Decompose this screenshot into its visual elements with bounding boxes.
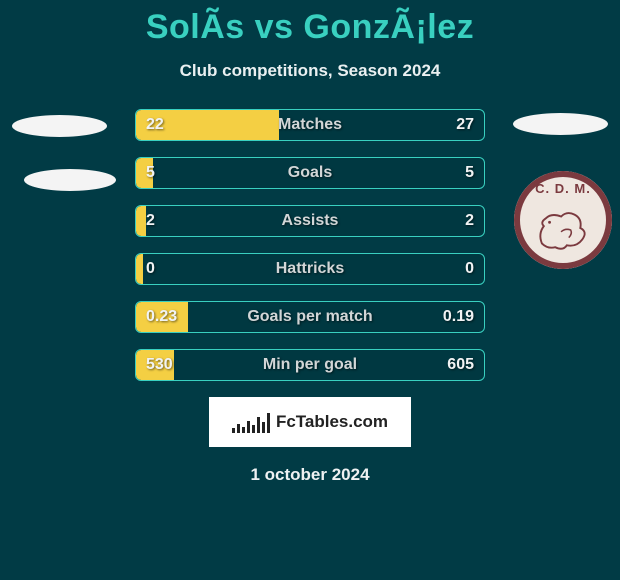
stat-label: Min per goal: [136, 350, 484, 380]
club-crest: C. D. M.: [514, 171, 612, 269]
stat-value-right: 27: [456, 110, 474, 140]
left-badge-shape-1: [12, 115, 107, 137]
stat-label: Goals per match: [136, 302, 484, 332]
brand-bar: [232, 428, 235, 433]
left-badge-shape-2: [24, 169, 116, 191]
stat-value-right: 0.19: [443, 302, 474, 332]
stat-value-right: 5: [465, 158, 474, 188]
stat-label: Goals: [136, 158, 484, 188]
stat-label: Matches: [136, 110, 484, 140]
brand-text: FcTables.com: [276, 412, 388, 432]
comparison-content: C. D. M. 22Matches27 5Goals5 2Assists2 0Hat…: [0, 109, 620, 381]
brand-badge: FcTables.com: [209, 397, 411, 447]
stat-value-right: 605: [447, 350, 474, 380]
crest-letters: C. D. M.: [514, 181, 612, 196]
brand-bar: [257, 417, 260, 433]
brand-bar: [267, 413, 270, 433]
stat-value-right: 2: [465, 206, 474, 236]
date-text: 1 october 2024: [0, 465, 620, 485]
page-title: SolÃ­s vs GonzÃ¡lez: [0, 8, 620, 47]
stat-value-right: 0: [465, 254, 474, 284]
subtitle: Club competitions, Season 2024: [0, 61, 620, 81]
brand-bars-icon: [232, 411, 270, 433]
stat-row: 5Goals5: [135, 157, 485, 189]
crest-bird-icon: [534, 205, 592, 253]
brand-bar: [252, 425, 255, 433]
brand-bar: [247, 421, 250, 433]
stat-row: 22Matches27: [135, 109, 485, 141]
stat-label: Assists: [136, 206, 484, 236]
right-badge-shape-1: [513, 113, 608, 135]
brand-bar: [242, 427, 245, 433]
stat-label: Hattricks: [136, 254, 484, 284]
stat-row: 2Assists2: [135, 205, 485, 237]
stat-row: 530Min per goal605: [135, 349, 485, 381]
stat-row: 0Hattricks0: [135, 253, 485, 285]
brand-bar: [237, 424, 240, 433]
brand-bar: [262, 422, 265, 433]
stat-bars-container: 22Matches27 5Goals5 2Assists2 0Hattricks0 0.…: [135, 109, 485, 381]
stat-row: 0.23Goals per match0.19: [135, 301, 485, 333]
